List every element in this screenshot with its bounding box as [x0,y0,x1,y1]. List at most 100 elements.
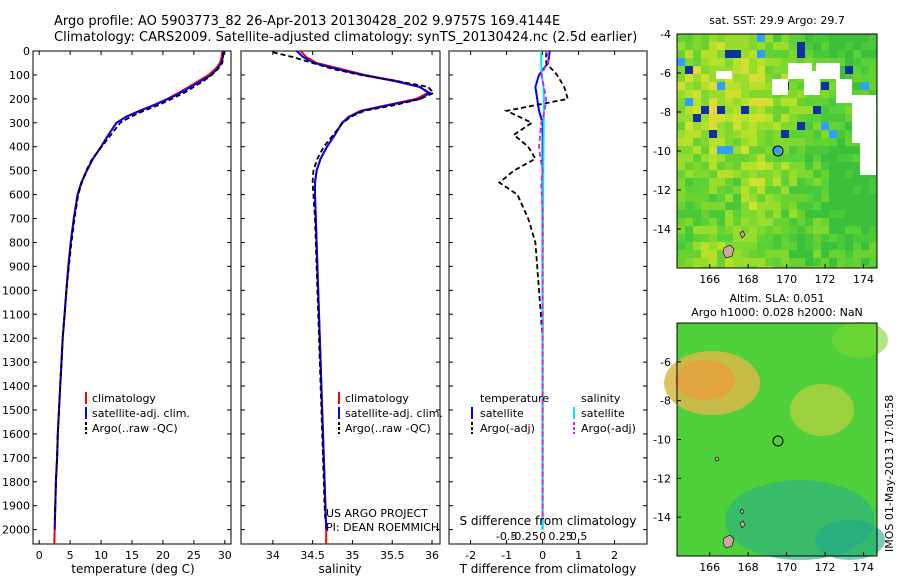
sst-cell [821,154,829,162]
sst-cell [853,50,861,58]
sst-cell [861,34,869,42]
sst-cell [813,194,821,202]
sst-cell [757,202,765,210]
sst-cell [709,162,717,170]
sst-cell [757,162,765,170]
sst-cell [861,242,869,250]
sst-cell [749,50,757,58]
sst-cell [733,90,741,98]
sst-cell [829,90,837,98]
map-x-tick-label: 168 [738,561,759,574]
sst-cell [749,186,757,194]
legend-label-t-satellite: satellite [480,407,524,420]
sla-map: Altim. SLA: 0.051 Argo h1000: 0.028 h200… [653,292,888,574]
sst-cell [869,226,877,234]
sst-cell [757,66,765,74]
sst-cell [725,162,733,170]
sst-cell [813,178,821,186]
sst-cell [733,242,741,250]
sst-cell [861,90,869,98]
sst-cell [733,138,741,146]
sst-cell [845,218,853,226]
sst-cell [829,130,837,138]
sst-cell [829,114,837,122]
sst-cell [685,154,693,162]
sst-cell [845,154,853,162]
sst-cell [773,154,781,162]
sst-cell [677,34,685,42]
map-y-tick-label: -10 [653,434,671,447]
sst-cell [781,202,789,210]
sst-cell [685,250,693,258]
difference-x-ticks: -2 -1 0 1 2 [465,51,618,562]
sst-cell [757,258,765,266]
sst-cell [701,74,709,82]
sst-cell [837,234,845,242]
x-tick-label: -2 [465,549,476,562]
sst-cell [765,82,773,90]
sst-cell [853,170,861,178]
map-x-tick-label: 174 [853,273,874,286]
sst-cell [821,234,829,242]
sst-cell [789,34,797,42]
sst-cell [685,130,693,138]
sst-cell [821,98,829,106]
sst-cell [837,218,845,226]
sst-cell [813,146,821,154]
sst-cell [805,186,813,194]
sst-cell [789,58,797,66]
sst-cell [837,50,845,58]
sst-cell [717,154,725,162]
sst-cell [709,114,717,122]
sst-cell [773,138,781,146]
series-line-salinity-satellite [540,51,546,530]
sst-cell [733,66,741,74]
sst-cell [789,130,797,138]
sst-cell [821,106,829,114]
s-difference-axis-label: S difference from climatology [460,514,637,528]
sst-cell [757,42,765,50]
sst-cell [749,106,757,114]
y-tick-label: 1300 [2,356,30,369]
sst-cell [725,146,733,154]
sst-cell [853,66,861,74]
sst-cell [717,194,725,202]
sst-cell [773,106,781,114]
sst-cell [781,210,789,218]
sst-cell [789,266,797,268]
sst-cell [797,266,805,268]
sst-cell [701,50,709,58]
sst-cell [749,130,757,138]
sst-cell [781,106,789,114]
sst-cell [741,34,749,42]
sst-cell [693,138,701,146]
sst-cell [733,130,741,138]
sst-cell [797,106,805,114]
y-tick-label: 700 [9,213,30,226]
sst-cell [677,50,685,58]
sst-cell [773,266,781,268]
sst-cell [765,122,773,130]
sst-cell [789,202,797,210]
sst-cell [725,114,733,122]
sst-cell [693,74,701,82]
sst-cell [869,74,877,82]
sst-cell [837,138,845,146]
sst-cell [845,186,853,194]
sst-cell [837,266,845,268]
sst-cell [741,218,749,226]
sst-cell [837,242,845,250]
temperature-x-label: temperature (deg C) [71,562,194,576]
sst-cell [725,58,733,66]
sst-cell [749,178,757,186]
sst-cell [741,66,749,74]
sst-cell [821,258,829,266]
sst-cell [717,122,725,130]
temperature-x-ticks: 0 5 10 15 20 25 30 [36,51,232,562]
map-x-tick-label: 172 [815,561,836,574]
sst-cell [757,90,765,98]
map-y-tick-label: -6 [660,67,671,80]
timestamp: IMOS 01-May-2013 17:01:58 [883,395,896,552]
sst-cell [813,242,821,250]
sst-cell [797,178,805,186]
